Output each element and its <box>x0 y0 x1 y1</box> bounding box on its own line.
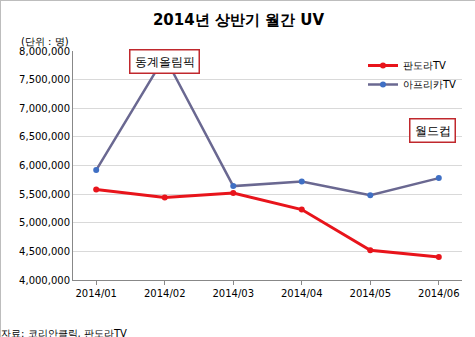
svg-text:2014/03: 2014/03 <box>212 288 254 299</box>
svg-text:자료: 코리안클릭, 판도라TV: 자료: 코리안클릭, 판도라TV <box>1 328 127 337</box>
svg-text:5,500,000: 5,500,000 <box>19 189 70 200</box>
svg-text:(단위 : 명): (단위 : 명) <box>21 36 69 47</box>
svg-text:7,000,000: 7,000,000 <box>19 103 70 114</box>
svg-text:2014/04: 2014/04 <box>281 288 323 299</box>
svg-text:4,000,000: 4,000,000 <box>19 275 70 286</box>
svg-text:6,500,000: 6,500,000 <box>19 131 70 142</box>
svg-text:2014/02: 2014/02 <box>144 288 186 299</box>
svg-text:판도라TV: 판도라TV <box>403 60 446 71</box>
svg-text:동계올림픽: 동계올림픽 <box>135 55 195 69</box>
svg-text:아프리카TV: 아프리카TV <box>403 79 456 90</box>
svg-text:2014/06: 2014/06 <box>418 288 460 299</box>
svg-text:2014/05: 2014/05 <box>350 288 392 299</box>
svg-text:월드컵: 월드컵 <box>415 124 451 138</box>
svg-text:8,000,000: 8,000,000 <box>19 46 70 57</box>
svg-text:6,000,000: 6,000,000 <box>19 160 70 171</box>
svg-text:2014/01: 2014/01 <box>75 288 117 299</box>
svg-text:2014년 상반기 월간 UV: 2014년 상반기 월간 UV <box>153 11 325 29</box>
svg-text:4,500,000: 4,500,000 <box>19 246 70 257</box>
svg-text:7,500,000: 7,500,000 <box>19 74 70 85</box>
svg-text:5,000,000: 5,000,000 <box>19 217 70 228</box>
